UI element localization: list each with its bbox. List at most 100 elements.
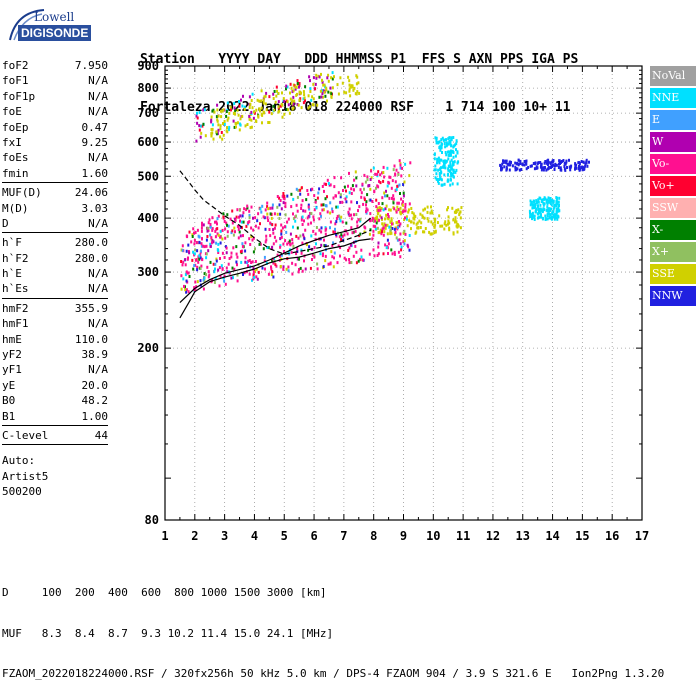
- echo-point: [429, 211, 432, 215]
- echo-point: [279, 244, 282, 248]
- echo-point: [384, 194, 386, 198]
- echo-point: [408, 234, 411, 237]
- echo-point: [402, 183, 405, 186]
- echo-point: [371, 200, 374, 203]
- echo-point: [414, 231, 417, 235]
- echo-point: [434, 164, 437, 168]
- echo-point: [448, 154, 451, 157]
- echo-point: [449, 169, 452, 173]
- echo-point: [537, 207, 540, 211]
- echo-point: [574, 167, 577, 170]
- echo-point: [196, 249, 199, 253]
- echo-point: [323, 189, 325, 193]
- echo-point: [248, 216, 251, 220]
- echo-point: [329, 261, 332, 265]
- echo-point: [361, 258, 364, 262]
- echo-point: [331, 207, 334, 211]
- echo-point: [387, 217, 390, 221]
- echo-point: [376, 172, 379, 176]
- echo-point: [451, 163, 454, 167]
- echo-point: [368, 252, 371, 256]
- echo-point: [375, 205, 378, 209]
- echo-point: [279, 212, 282, 216]
- echo-point: [533, 203, 536, 207]
- echo-point: [433, 220, 436, 224]
- echo-point: [437, 140, 440, 144]
- echo-point: [240, 220, 243, 224]
- echo-point: [393, 227, 396, 231]
- echo-point: [239, 250, 242, 254]
- echo-point: [438, 174, 441, 178]
- echo-point: [368, 232, 371, 236]
- echo-point: [440, 178, 443, 182]
- echo-point: [297, 188, 300, 192]
- echo-point: [312, 82, 315, 86]
- echo-point: [389, 232, 392, 236]
- echo-point: [180, 260, 183, 263]
- echo-point: [308, 245, 311, 249]
- echo-point: [365, 200, 368, 204]
- echo-point: [202, 223, 205, 227]
- echo-point: [347, 248, 350, 252]
- echo-point: [448, 228, 451, 232]
- echo-point: [331, 71, 334, 75]
- echo-point: [382, 224, 385, 228]
- y-tick-label: 300: [137, 265, 159, 279]
- echo-point: [317, 191, 320, 195]
- echo-point: [284, 225, 286, 229]
- echo-point: [283, 197, 286, 201]
- echo-point: [352, 230, 355, 234]
- echo-point: [277, 100, 280, 104]
- echo-point: [284, 239, 287, 243]
- echo-point: [399, 222, 402, 226]
- echo-point: [344, 197, 347, 201]
- echo-point: [283, 112, 286, 116]
- echo-point: [272, 92, 275, 96]
- echo-point: [317, 74, 320, 78]
- echo-point: [242, 273, 244, 276]
- echo-point: [333, 251, 336, 255]
- echo-point: [502, 160, 505, 164]
- x-tick-label: 1: [161, 529, 168, 543]
- echo-point: [555, 163, 558, 167]
- echo-point: [325, 182, 327, 186]
- echo-point: [372, 229, 375, 233]
- echo-point: [191, 258, 194, 262]
- echo-point: [441, 183, 444, 187]
- echo-point: [243, 271, 246, 275]
- echo-point: [324, 197, 327, 201]
- echo-point: [377, 241, 380, 245]
- echo-point: [541, 166, 544, 170]
- echo-point: [260, 113, 263, 116]
- echo-point: [326, 99, 328, 103]
- echo-point: [398, 183, 401, 187]
- x-tick-label: 11: [456, 529, 470, 543]
- echo-point: [368, 218, 371, 222]
- echo-point: [305, 198, 308, 202]
- echo-point: [553, 203, 556, 207]
- echo-point: [282, 97, 285, 101]
- echo-point: [271, 206, 274, 210]
- y-tick-label: 700: [137, 106, 159, 120]
- echo-point: [326, 76, 329, 80]
- echo-point: [530, 213, 533, 217]
- echo-point: [195, 285, 198, 289]
- echo-point: [315, 73, 318, 77]
- echo-point: [306, 189, 309, 192]
- echo-point: [374, 172, 377, 176]
- echo-point: [510, 160, 512, 164]
- echo-point: [284, 205, 287, 209]
- echo-point: [304, 228, 307, 232]
- divider: [2, 297, 108, 299]
- echo-point: [433, 225, 436, 229]
- param-row: M(D) 3.03: [2, 201, 108, 216]
- echo-point: [348, 83, 351, 87]
- echo-point: [276, 205, 279, 209]
- echo-point: [426, 205, 429, 209]
- echo-point: [549, 213, 552, 217]
- echo-point: [312, 229, 315, 233]
- echo-point: [310, 221, 312, 225]
- echo-point: [451, 173, 454, 177]
- echo-point: [250, 110, 253, 114]
- echo-point: [372, 166, 375, 170]
